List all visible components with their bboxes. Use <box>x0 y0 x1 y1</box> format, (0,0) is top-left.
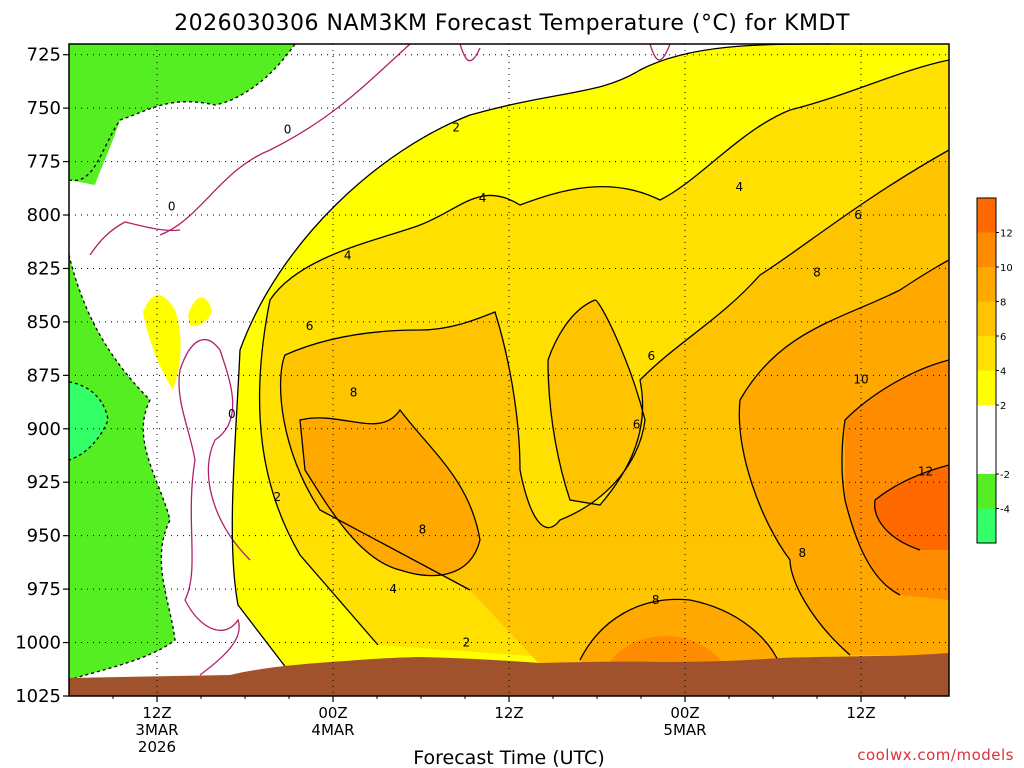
x-tick-label: 00Z <box>670 704 699 722</box>
colorbar-tick-label: 8 <box>1000 298 1006 309</box>
x-tick-label: 12Z <box>846 704 875 722</box>
colorbar-tick-label: -2 <box>1000 470 1010 481</box>
y-tick-label: 1025 <box>15 686 61 707</box>
x-axis-label: Forecast Time (UTC) <box>413 747 604 768</box>
contour-label: 12 <box>918 465 933 479</box>
band-minus2-minus4-top <box>69 44 295 185</box>
colorbar-tick-label: -4 <box>1000 505 1010 516</box>
contour-label: 6 <box>306 319 314 333</box>
colorbar-band <box>977 405 996 474</box>
y-tick-label: 800 <box>27 205 61 226</box>
colorbar-band <box>977 198 996 233</box>
temperature-fill <box>69 44 950 686</box>
contour-label: 6 <box>647 349 655 363</box>
colorbar: -4 -2 2 4 6 8 10 12 <box>976 197 1013 544</box>
y-tick-label: 850 <box>27 312 61 333</box>
y-tick-label: 1000 <box>15 633 61 654</box>
warm-island-2 <box>188 297 212 326</box>
x-tick-label: 12Z <box>142 704 171 722</box>
x-tick-label: 00Z <box>318 704 347 722</box>
colorbar-tick-label: 6 <box>1000 332 1006 343</box>
colorbar-tick-label: 10 <box>1000 263 1013 274</box>
colorbar-band <box>977 508 996 543</box>
contour-label: 10 <box>853 373 868 387</box>
band-minus4-minus6 <box>69 382 108 460</box>
contour-label: 6 <box>854 208 862 222</box>
contour-labels: 0 0 0 2 2 2 4 4 4 4 6 6 6 6 8 8 8 8 8 10 12 <box>168 120 933 649</box>
contour-label: 8 <box>652 593 660 607</box>
y-tick-label: 825 <box>27 258 61 279</box>
contour-10 <box>841 359 950 596</box>
contour-minus2-left <box>68 254 176 681</box>
contour-label: 4 <box>344 249 352 263</box>
contour-6 <box>279 149 950 591</box>
contour-0-lower <box>178 338 251 676</box>
contour-4 <box>258 59 950 646</box>
chart-title: 2026030306 NAM3KM Forecast Temperature (… <box>174 11 850 36</box>
colorbar-band <box>977 370 996 405</box>
x-tick-label: 4MAR <box>311 721 354 739</box>
contour-label: 8 <box>350 385 358 399</box>
y-tick-label: 775 <box>27 152 61 173</box>
contour-label: 4 <box>479 191 487 205</box>
x-tick-label: 2026 <box>138 738 176 756</box>
y-tick-label: 950 <box>27 526 61 547</box>
y-tick-label: 750 <box>27 98 61 119</box>
colorbar-tick-label: 12 <box>1000 229 1013 240</box>
y-tick-label: 725 <box>27 45 61 66</box>
colorbar-tick-label: 2 <box>1000 401 1006 412</box>
y-tick-label: 925 <box>27 472 61 493</box>
contour-label: 0 <box>168 199 176 213</box>
contour-label: 8 <box>799 546 807 560</box>
band-10-12-lower <box>610 636 722 662</box>
contour-label: 8 <box>813 266 821 280</box>
contour-label: 4 <box>735 180 743 194</box>
contour-12 <box>874 464 950 551</box>
contour-label: 6 <box>633 418 641 432</box>
band-minus2-minus4-left <box>69 255 175 680</box>
plot-area: 0 0 0 2 2 2 4 4 4 4 6 6 6 6 8 8 8 8 8 10 12 <box>68 43 950 697</box>
credit-text: coolwx.com/models <box>857 746 1014 764</box>
contour-label: 0 <box>284 123 292 137</box>
contour-label: 2 <box>463 636 471 650</box>
contour-0-upper-b <box>89 221 181 256</box>
contour-minus2-top <box>68 43 296 181</box>
y-tick-label: 900 <box>27 419 61 440</box>
band-12-14 <box>874 465 949 550</box>
contour-8-right <box>738 259 950 656</box>
y-axis: 725 750 775 800 825 850 875 900 925 950 975 1000 102… <box>15 45 69 707</box>
band-8-10 <box>300 410 480 576</box>
contour-8 <box>299 408 481 577</box>
contour-label: 2 <box>273 490 281 504</box>
x-tick-label: 5MAR <box>663 721 706 739</box>
warm-island-1 <box>143 294 181 390</box>
contour-2 <box>231 43 831 687</box>
y-tick-label: 875 <box>27 365 61 386</box>
colorbar-band <box>977 336 996 371</box>
contour-lines <box>68 43 950 687</box>
colorbar-band <box>977 267 996 302</box>
contour-8-lower <box>579 598 781 666</box>
grid-lines <box>69 44 949 696</box>
contour-label: 0 <box>228 407 236 421</box>
contour-0-upper <box>159 43 411 236</box>
contour-label: 2 <box>452 120 460 134</box>
colorbar-band <box>977 474 996 509</box>
contour-label: 8 <box>419 522 427 536</box>
x-tick-label: 12Z <box>494 704 523 722</box>
colorbar-band <box>977 301 996 336</box>
contour-label: 4 <box>389 582 397 596</box>
colorbar-band <box>977 232 996 267</box>
colorbar-tick-label: 4 <box>1000 367 1006 378</box>
contour-0-top <box>459 43 671 62</box>
x-tick-label: 3MAR <box>135 721 178 739</box>
y-tick-label: 975 <box>27 579 61 600</box>
